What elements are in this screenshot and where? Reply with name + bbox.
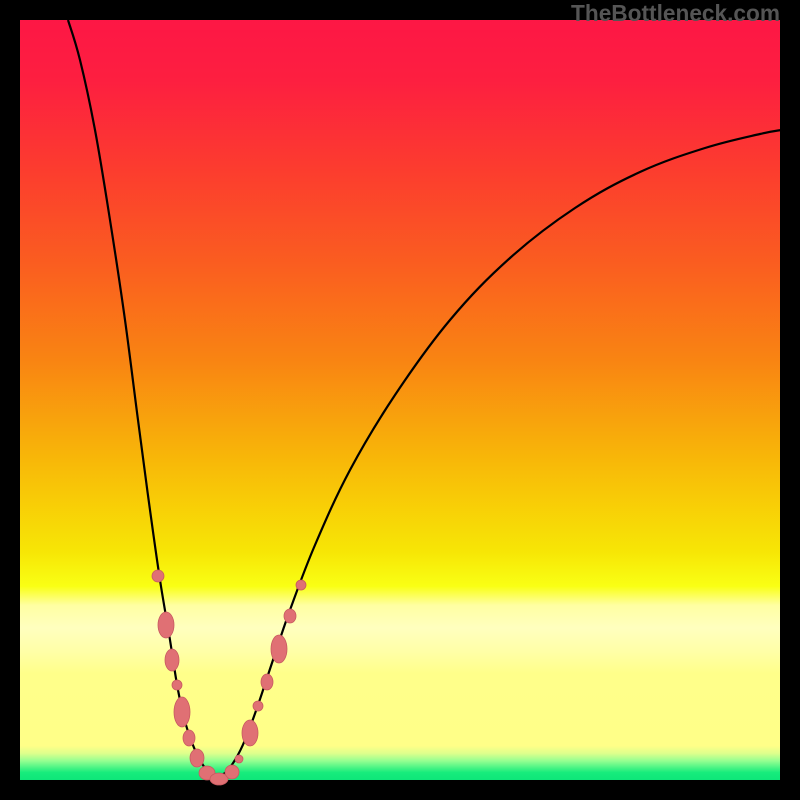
curve-right-branch <box>215 130 781 777</box>
bead-marker <box>242 720 258 746</box>
bead-marker <box>190 749 204 767</box>
bead-marker <box>152 570 164 582</box>
bead-marker <box>235 755 243 763</box>
curve-overlay <box>0 0 800 800</box>
bead-marker <box>253 701 263 711</box>
bead-marker <box>271 635 287 663</box>
bead-marker <box>183 730 195 746</box>
curve-left-branch <box>68 20 215 777</box>
bead-marker <box>296 580 306 590</box>
bead-marker <box>165 649 179 671</box>
watermark: TheBottleneck.com <box>571 0 780 27</box>
bead-marker <box>172 680 182 690</box>
bead-marker <box>261 674 273 690</box>
bead-marker <box>225 765 239 779</box>
bead-marker <box>284 609 296 623</box>
bead-marker <box>174 697 190 727</box>
bead-marker <box>158 612 174 638</box>
chart-canvas: TheBottleneck.com <box>0 0 800 800</box>
